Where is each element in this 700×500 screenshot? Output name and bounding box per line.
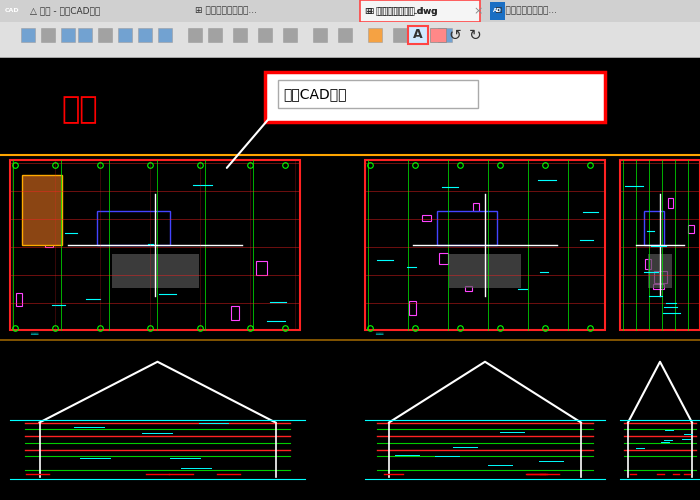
Bar [360,0,480,22]
Bar [0,0,700,22]
Text: CAD: CAD [5,8,20,14]
Text: ↻: ↻ [468,28,482,42]
Bar [45,236,53,247]
Bar [111,254,199,288]
Bar [188,28,202,42]
Bar [490,2,505,20]
Text: 标注: 标注 [62,96,98,124]
Bar [10,355,305,490]
Bar [61,28,75,42]
Text: ⊞ 国际花园别墅全套...: ⊞ 国际花园别墅全套... [195,6,257,16]
Bar [0,0,700,22]
Bar [22,228,33,242]
Text: AD: AD [493,8,501,14]
Bar [408,26,428,44]
Bar [654,271,667,283]
Bar [465,286,472,291]
Bar [41,28,55,42]
Bar [233,28,247,42]
Bar [473,203,479,211]
Bar [278,80,478,108]
Bar [313,28,327,42]
Bar [368,28,382,42]
Bar [365,355,605,490]
Bar [644,211,664,245]
Bar [449,254,521,288]
Bar [0,57,700,500]
Bar [256,261,267,275]
Bar [138,28,152,42]
Text: ⊞ 精数独立式别墅.dwg: ⊞ 精数独立式别墅.dwg [367,6,437,16]
Bar [0,22,700,57]
Bar [409,301,416,315]
Bar [439,253,448,264]
Bar [688,225,694,233]
Text: ↺: ↺ [449,28,461,42]
Bar [365,160,605,330]
Bar [283,28,297,42]
Text: △ 首页 - 迅捷CAD看图: △ 首页 - 迅捷CAD看图 [30,6,100,16]
Bar [231,306,239,320]
Bar [653,284,664,289]
Text: A: A [413,28,423,42]
Bar [437,211,497,245]
Bar [338,28,352,42]
Bar [620,160,700,330]
Bar [645,259,651,269]
Text: ⊞ 精数独立式别墅.dwg: ⊞ 精数独立式别墅.dwg [365,6,438,16]
Bar [21,28,35,42]
Bar [422,215,431,221]
Bar [413,28,427,42]
Bar [648,254,672,288]
Text: ×: × [473,6,483,16]
Bar [97,211,169,245]
Bar [430,28,446,42]
Bar [438,28,452,42]
Bar [78,28,92,42]
Bar [16,293,22,306]
Bar [620,355,700,490]
Bar [208,28,222,42]
Bar [98,28,112,42]
Text: 迅捷CAD看图: 迅捷CAD看图 [283,87,346,101]
Text: ══: ══ [30,330,38,336]
Bar [22,175,62,245]
Bar [118,28,132,42]
Bar [258,28,272,42]
Text: ⊞ 一套很不错的别墅...: ⊞ 一套很不错的别墅... [495,6,557,16]
Text: ══: ══ [375,330,384,336]
Bar [393,28,407,42]
Bar [10,160,300,330]
FancyBboxPatch shape [265,72,605,122]
Bar [668,198,673,208]
Bar [158,28,172,42]
Circle shape [2,1,22,21]
